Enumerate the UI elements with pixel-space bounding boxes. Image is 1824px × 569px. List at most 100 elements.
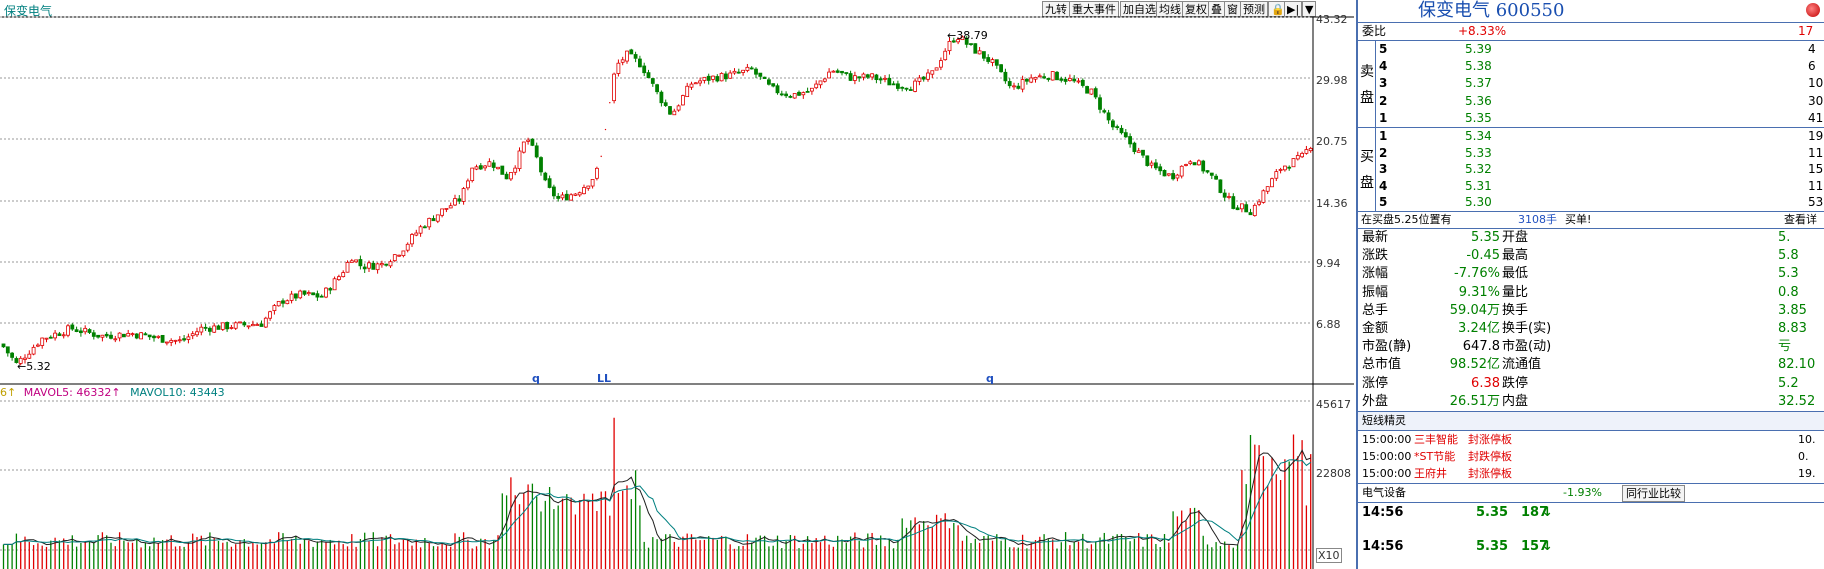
event-marker[interactable]: q bbox=[532, 372, 540, 385]
candle-body bbox=[147, 334, 152, 338]
candle-body bbox=[79, 330, 83, 334]
candle-body bbox=[870, 73, 874, 78]
stat-row: 总手 59.04万 换手 3.85 bbox=[1362, 302, 1807, 318]
candle-body bbox=[1192, 162, 1197, 166]
mavol5-line bbox=[3, 449, 1311, 547]
buy-level-row[interactable]: 2 5.33 11 bbox=[1379, 145, 1824, 160]
candle-body bbox=[117, 332, 122, 339]
candle-body bbox=[1080, 79, 1085, 86]
candle-body bbox=[749, 67, 754, 70]
candle-body bbox=[83, 327, 88, 333]
candle-body bbox=[1059, 78, 1064, 81]
sell-level-row[interactable]: 1 5.35 41 bbox=[1379, 110, 1824, 125]
buy-level-row[interactable]: 3 5.32 15 bbox=[1379, 162, 1824, 177]
candle-body bbox=[1295, 155, 1300, 160]
candle-body bbox=[1136, 150, 1141, 153]
candle-body bbox=[61, 334, 66, 337]
candle-body bbox=[1016, 85, 1021, 89]
candle-body bbox=[122, 333, 126, 338]
candle-body bbox=[410, 234, 414, 245]
stat-row: 总市值 98.52亿 流通值 82.10 bbox=[1362, 357, 1816, 373]
candle-body bbox=[298, 290, 303, 299]
candle-body bbox=[397, 254, 402, 257]
peer-compare-button[interactable]: 同行业比较 bbox=[1622, 485, 1685, 502]
sell-level-row[interactable]: 5 5.39 4 bbox=[1379, 42, 1816, 56]
sell-level-row[interactable]: 4 5.38 6 bbox=[1379, 59, 1816, 74]
candle-body bbox=[203, 326, 208, 329]
candle-body bbox=[379, 263, 384, 266]
candle-body bbox=[388, 261, 393, 267]
view-detail-link[interactable]: 查看详 bbox=[1784, 213, 1817, 226]
candle-body bbox=[1205, 170, 1210, 173]
candle-body bbox=[496, 166, 500, 170]
candle-body bbox=[758, 72, 763, 77]
candle-body bbox=[1115, 126, 1120, 128]
candle-body bbox=[1145, 155, 1150, 166]
candle-body bbox=[724, 73, 728, 80]
sell-level-row[interactable]: 2 5.36 30 bbox=[1379, 93, 1824, 108]
candle-body bbox=[453, 198, 457, 206]
candle-body bbox=[1287, 166, 1292, 169]
candle-body bbox=[779, 93, 784, 96]
event-marker[interactable]: LL bbox=[597, 372, 612, 385]
candle-body bbox=[401, 250, 406, 257]
candle-body bbox=[1085, 86, 1089, 94]
candle-body bbox=[964, 37, 969, 45]
candle-body bbox=[276, 300, 281, 307]
candle-body bbox=[564, 193, 569, 201]
candle-body bbox=[474, 166, 479, 170]
genie-item[interactable]: 15:00:00 三丰智能 封涨停板 10. bbox=[1362, 433, 1816, 446]
candle-body bbox=[268, 311, 273, 319]
candle-body bbox=[152, 335, 156, 339]
candle-body bbox=[1179, 165, 1184, 177]
candle-body bbox=[229, 327, 234, 329]
stat-row: 涨幅 -7.76% 最低 5.3 bbox=[1362, 266, 1799, 282]
sector-name[interactable]: 电气设备 bbox=[1362, 486, 1406, 499]
down-arrow-icon: ↓ bbox=[1542, 539, 1553, 554]
sell-level-row[interactable]: 3 5.37 10 bbox=[1379, 76, 1824, 91]
stat-row: 涨停 6.38 跌停 5.2 bbox=[1362, 375, 1799, 391]
candle-body bbox=[367, 262, 371, 269]
candle-body bbox=[422, 226, 427, 229]
candle-body bbox=[848, 73, 853, 81]
event-marker[interactable]: q bbox=[986, 372, 994, 385]
buy-level-row[interactable]: 1 5.34 19 bbox=[1379, 129, 1824, 143]
candle-body bbox=[853, 75, 857, 81]
candle-body bbox=[324, 287, 328, 298]
volume-axis-label: 22808 bbox=[1316, 467, 1351, 480]
candle-body bbox=[440, 208, 445, 216]
candle-body bbox=[483, 165, 488, 169]
candle-body bbox=[560, 194, 565, 199]
candle-body bbox=[1025, 79, 1029, 82]
candle-body bbox=[285, 300, 290, 305]
candle-body bbox=[711, 75, 715, 80]
candle-body bbox=[87, 329, 92, 333]
down-arrow-icon: ↓ bbox=[1542, 505, 1553, 520]
candle-body bbox=[1003, 71, 1008, 82]
candle-body bbox=[685, 85, 690, 98]
candle-body bbox=[990, 59, 995, 63]
candle-body bbox=[878, 78, 883, 81]
candle-body bbox=[590, 179, 595, 187]
candle-body bbox=[1240, 203, 1244, 210]
candle-body bbox=[1300, 152, 1304, 158]
candle-body bbox=[1201, 160, 1206, 172]
candle-body bbox=[908, 89, 913, 91]
candle-body bbox=[659, 91, 664, 104]
kline-chart-area[interactable]: 保变电气 九转 重大事件 加自选 均线 复权 叠 窗 预测 🔒 ▶| ▼ 43.… bbox=[0, 0, 1354, 569]
forecast-button[interactable]: 预测 bbox=[1240, 1, 1268, 17]
candle-body bbox=[199, 326, 204, 333]
tick-row: 14:56 5.35 187 ↓ bbox=[1362, 505, 1553, 520]
candle-body bbox=[1291, 158, 1296, 168]
genie-item[interactable]: 15:00:00 王府井 封涨停板 19. bbox=[1362, 467, 1816, 480]
genie-item[interactable]: 15:00:00 *ST节能 封跌停板 0. bbox=[1362, 450, 1809, 463]
stat-row: 振幅 9.31% 量比 0.8 bbox=[1362, 284, 1799, 300]
candle-body bbox=[1175, 174, 1180, 179]
candle-body bbox=[1119, 127, 1124, 134]
candle-body bbox=[801, 92, 806, 96]
buy-level-row[interactable]: 5 5.30 53 bbox=[1379, 195, 1824, 210]
candle-body bbox=[160, 334, 165, 343]
sector-row[interactable]: 电气设备 -1.93% 同行业比较 bbox=[1358, 484, 1824, 502]
big-order-notice[interactable]: 在买盘5.25位置有 3108手 买单! 查看详 bbox=[1361, 213, 1817, 226]
buy-level-row[interactable]: 4 5.31 11 bbox=[1379, 178, 1824, 193]
